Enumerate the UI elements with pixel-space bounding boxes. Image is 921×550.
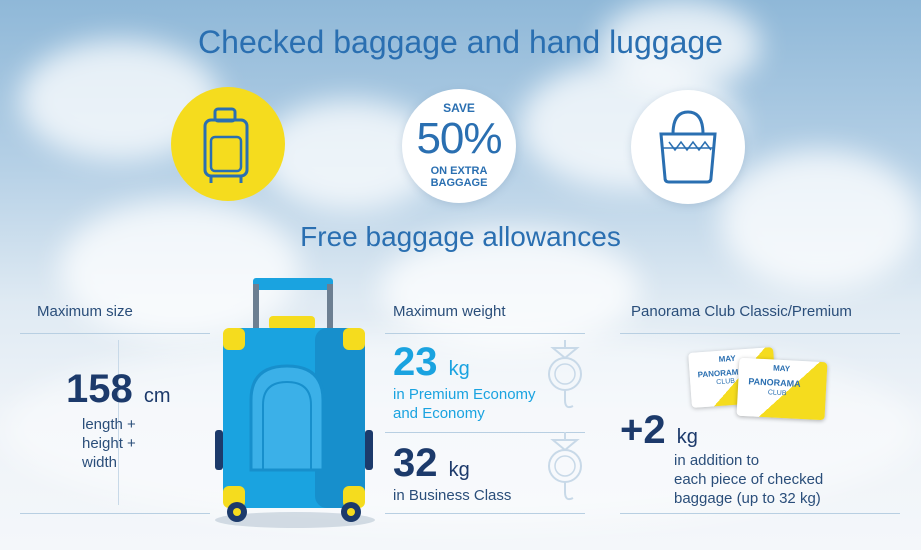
loyalty-cards-illustration: MAY PANORAMA CLUB MAY PANORAMA CLUB [688,347,830,421]
size-label: Maximum size [37,303,133,320]
club-label: Panorama Club Classic/Premium [631,303,852,320]
divider [20,333,210,334]
checked-baggage-badge [171,87,285,201]
divider [620,513,900,514]
divider [20,513,210,514]
promo-save-label: SAVE [443,101,475,115]
economy-weight-value: 23 kg [393,340,470,384]
business-weight-value: 32 kg [393,441,470,485]
weight-label: Maximum weight [393,303,506,320]
club-bonus-description: in addition to each piece of checked bag… [674,452,824,507]
divider [385,513,585,514]
size-description: length + height + width [82,416,136,471]
divider [385,432,585,433]
handbag-icon [659,110,717,184]
divider [385,333,585,334]
page-title: Checked baggage and hand luggage [198,24,723,60]
promo-save-caption: ON EXTRA BAGGAGE [430,165,488,189]
scale-hook-icon [548,432,582,501]
blue-suitcase-illustration [215,278,375,528]
hand-luggage-badge [631,90,745,204]
scale-hook-icon [548,340,582,409]
size-value: 158 cm [66,367,171,411]
business-weight-description: in Business Class [393,487,512,504]
divider [620,333,900,334]
save-promo-badge: SAVE 50% ON EXTRA BAGGAGE [402,89,516,203]
section-subtitle: Free baggage allowances [300,221,621,252]
loyalty-card: MAY PANORAMA CLUB [736,357,828,421]
promo-save-value: 50% [416,114,502,163]
club-bonus-value: +2 kg [620,408,698,452]
economy-weight-description: in Premium Economy and Economy [393,386,536,422]
suitcase-icon [203,107,249,183]
divider [118,340,119,505]
